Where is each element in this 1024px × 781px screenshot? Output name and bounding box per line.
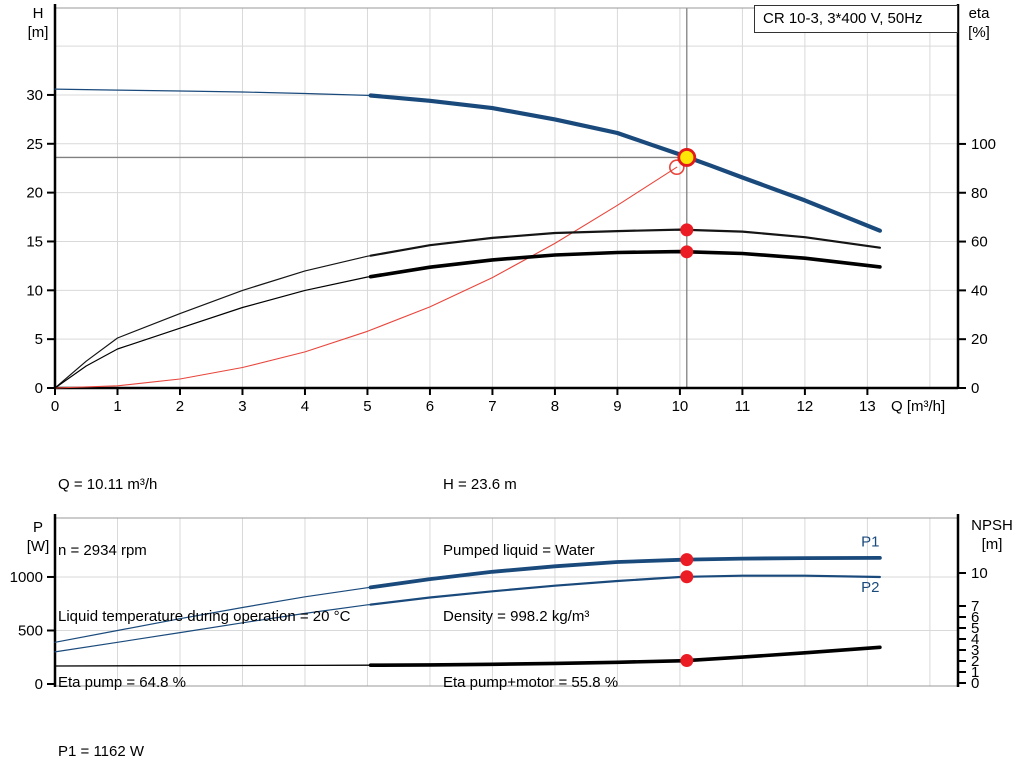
tick-label-left: 0: [35, 380, 43, 397]
tick-label-left: 15: [26, 233, 43, 250]
tick-label-x: 1: [113, 398, 121, 415]
tick-label-right: 0: [971, 380, 979, 397]
npsh-axis-title-line1: NPSH: [971, 517, 1013, 534]
tick-label-x: 4: [301, 398, 309, 415]
tick-label-right: 3: [971, 642, 979, 659]
info-q: Q = 10.11 m³/h: [58, 476, 158, 493]
tick-label-right: 40: [971, 282, 988, 299]
operating-info-right: H = 23.6 m Pumped liquid = Water Density…: [443, 430, 618, 738]
p1-curve: [54, 586, 372, 643]
curve-label-p2: P2: [861, 579, 879, 596]
p-axis-title: P [W]: [23, 518, 53, 556]
tick-label-x: 13: [859, 398, 876, 415]
tick-label-left: 500: [18, 622, 43, 639]
tick-label-right: 1: [971, 664, 979, 681]
operating-info-bottom: P1 = 1162 W P2 = 1002 W NPSH = 2.04 m: [58, 697, 163, 781]
p-axis-title-line2: [W]: [26, 538, 50, 555]
npsh-axis-title: NPSH [m]: [964, 516, 1020, 554]
tick-label-x: 9: [613, 398, 621, 415]
operating-point-dot: [680, 245, 694, 259]
q-axis-title: Q [m³/h]: [891, 398, 946, 415]
tick-label-right: 80: [971, 185, 988, 202]
tick-label-right: 5: [971, 620, 979, 637]
p-axis-title-line1: P: [32, 519, 43, 536]
p2-curve: [369, 574, 881, 606]
hq-curve: [368, 93, 882, 233]
info-liquid-temp: Liquid temperature during operation = 20…: [58, 608, 351, 625]
hq-curve: [54, 88, 372, 97]
tick-label-x: 11: [735, 398, 751, 415]
tick-label-x: 6: [426, 398, 434, 415]
tick-label-right: 60: [971, 234, 988, 251]
tick-label-x: 2: [176, 398, 184, 415]
tick-label-right: 20: [971, 331, 988, 348]
tick-label-x: 10: [672, 398, 689, 415]
operating-point-dot: [680, 570, 694, 584]
npsh-axis-title-line2: [m]: [981, 536, 1003, 553]
tick-label-x: 3: [238, 398, 246, 415]
chart-title-box: CR 10-3, 3*400 V, 50Hz: [754, 5, 958, 33]
tick-label-right: 4: [971, 631, 979, 648]
tick-label-x: 12: [797, 398, 814, 415]
tick-label-right: 7: [971, 598, 979, 615]
npsh-curve: [368, 645, 882, 667]
eta-axis-title-line2: [%]: [968, 24, 990, 41]
operating-point-dot: [680, 553, 694, 567]
eta-pump-curve: [369, 228, 881, 257]
info-h: H = 23.6 m: [443, 476, 517, 493]
info-eta-pump: Eta pump = 64.8 %: [58, 674, 186, 691]
operating-info-left: Q = 10.11 m³/h n = 2934 rpm Liquid tempe…: [58, 430, 350, 738]
duty-point-marker: [677, 148, 697, 167]
tick-label-x: 8: [551, 398, 559, 415]
tick-label-x: 0: [51, 398, 59, 415]
tick-label-right: 100: [971, 136, 996, 153]
eta-pump-motor-curve: [54, 276, 372, 389]
info-p1: P1 = 1162 W: [58, 743, 145, 760]
eta-axis-title: eta [%]: [961, 4, 997, 42]
operating-point-dot: [680, 654, 694, 668]
info-eta-pump-motor: Eta pump+motor = 55.8 %: [443, 674, 619, 691]
h-axis-title: H [m]: [23, 4, 53, 42]
tick-label-left: 20: [26, 185, 43, 202]
eta-axis-title-line1: eta: [968, 5, 990, 22]
operating-point-dot: [680, 223, 694, 237]
npsh-curve: [54, 664, 372, 667]
system-curve: [54, 166, 678, 389]
requested-duty-ring: [668, 159, 685, 176]
tick-label-right: 6: [971, 609, 979, 626]
tick-label-right: 2: [971, 653, 979, 670]
tick-label-left: 10: [26, 282, 43, 299]
tick-label-left: 1000: [10, 569, 43, 586]
eta-pump-motor-curve: [368, 249, 882, 279]
tick-label-right: 0: [971, 675, 979, 692]
info-pumped-liquid: Pumped liquid = Water: [443, 542, 595, 559]
tick-label-x: 7: [488, 398, 496, 415]
tick-label-right: 10: [971, 565, 988, 582]
info-density: Density = 998.2 kg/m³: [443, 608, 590, 625]
tick-label-left: 30: [26, 87, 43, 104]
p2-curve: [54, 604, 372, 653]
h-axis-title-line1: H: [32, 5, 44, 22]
info-n: n = 2934 rpm: [58, 542, 147, 559]
h-axis-title-line2: [m]: [27, 24, 49, 41]
tick-label-left: 5: [35, 331, 43, 348]
p1-curve: [368, 556, 882, 590]
tick-label-x: 5: [363, 398, 371, 415]
eta-pump-curve: [54, 255, 372, 389]
tick-label-left: 0: [35, 676, 43, 693]
tick-label-left: 25: [26, 136, 43, 153]
curve-label-p1: P1: [861, 534, 879, 551]
